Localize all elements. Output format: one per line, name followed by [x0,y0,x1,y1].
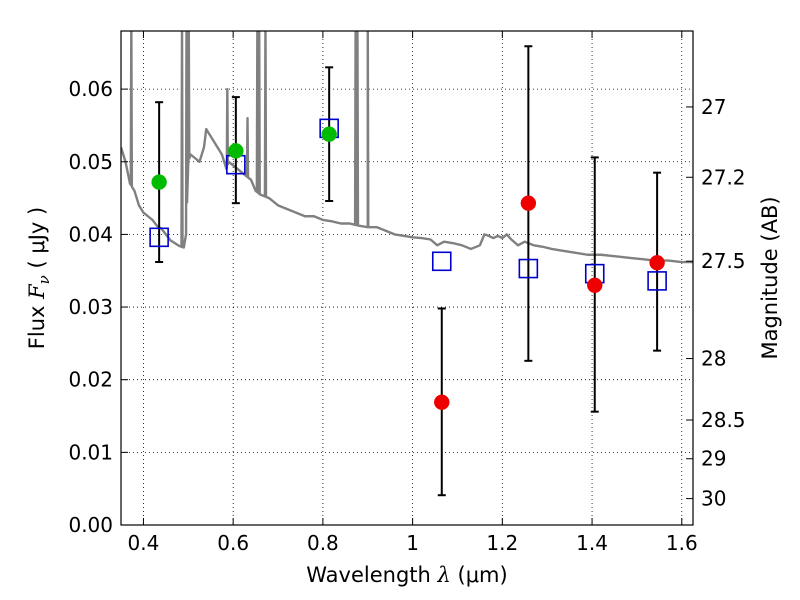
y-axis-label-subscript: ν [35,275,53,284]
x-tick-label: 0.6 [217,531,249,555]
y-tick-label: 0.03 [68,295,113,319]
upper-limit-point [587,277,603,294]
x-tick-label: 1.4 [576,531,608,555]
y2-tick-label: 29 [701,447,726,471]
model-flux-square [149,227,169,248]
upper-limit-point [434,394,450,410]
y-tick-label: 0.05 [68,150,113,174]
y2-tick-label: 27 [701,95,726,119]
grid-lines [121,31,693,526]
model-flux-square [431,251,452,272]
y-tick-label: 0.02 [68,368,113,392]
axis-ticks: 0.4 0.6 0.8 1 1.2 1.4 1.6 0.00 0.01 0.02 0.03 0.04 0… [68,31,746,555]
template-spectrum-line [121,31,693,264]
upper-limit-point [649,254,665,271]
y2-tick-label: 27.5 [701,249,746,273]
upper-limit-point [520,195,537,211]
y-axis-label-pre: Flux [25,299,49,349]
y2-tick-label: 28.5 [701,408,746,432]
x-axis-label-symbol: λ [437,563,451,587]
x-axis-label: Wavelength λ (μm) [306,563,507,587]
y-tick-label: 0.00 [68,513,113,537]
y2-tick-label: 27.2 [701,165,746,189]
y-tick-label: 0.04 [68,222,113,246]
y2-tick-label: 30 [701,487,726,511]
y2-axis-label: Magnitude (AB) [758,196,782,359]
detection-point [228,143,244,159]
x-tick-label: 1.2 [486,531,518,555]
y-axis-label-symbol: F [25,283,49,300]
plot-area [121,31,693,497]
x-tick-label: 0.4 [128,531,160,555]
model-flux-square [647,271,667,291]
x-tick-label: 1.6 [666,531,698,555]
x-axis-label-unit: (μm) [451,563,508,587]
detection-point [321,126,337,142]
y2-tick-label: 28 [701,347,726,371]
detection-point [151,174,167,190]
x-tick-label: 0.8 [307,531,339,555]
model-flux-square [518,258,539,279]
x-axis-label-pre: Wavelength [306,563,437,587]
y-axis-label-unit: ( μJy ) [25,207,49,275]
x-tick-label: 1 [406,531,419,555]
y-tick-label: 0.06 [68,77,113,101]
y-tick-label: 0.01 [68,440,113,464]
y-axis-label: Flux Fν ( μJy ) [25,207,53,349]
plot-frame [120,30,694,526]
